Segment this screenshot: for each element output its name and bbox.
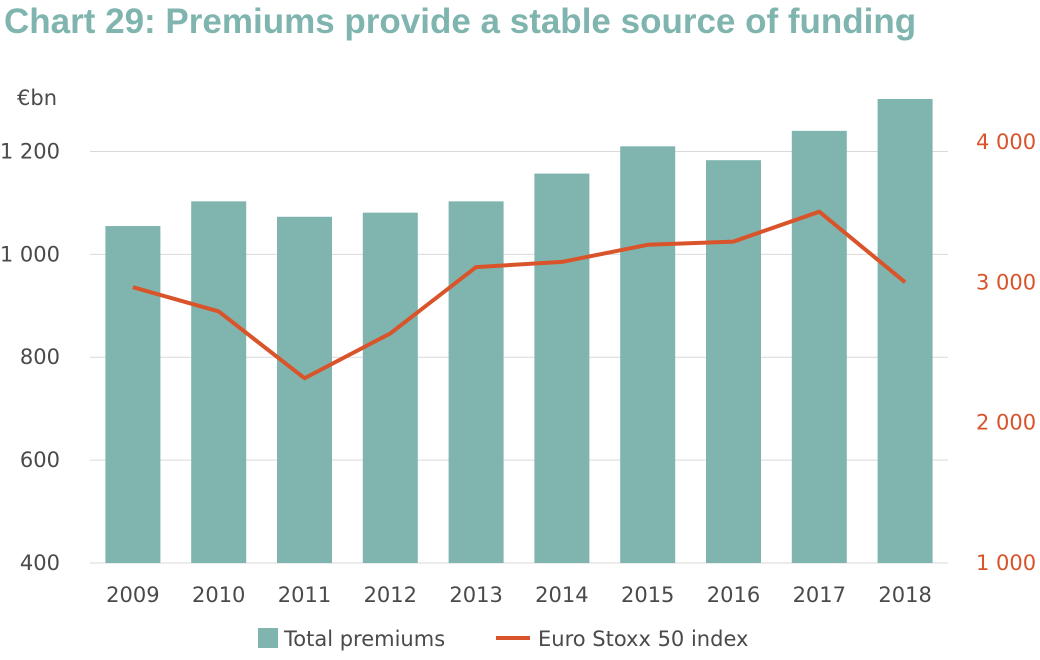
chart-title: Chart 29: Premiums provide a stable sour… [4,2,917,41]
bar-2016 [706,160,761,563]
x-tick-label: 2018 [878,583,931,607]
bar-2012 [362,212,418,563]
right-axis: 1 000 2 000 3 000 4 000 [976,130,1036,575]
bar-2011 [277,216,332,564]
right-tick-label: 4 000 [976,130,1036,154]
x-tick-label: 2017 [793,583,846,607]
legend: Total premiums Euro Stoxx 50 index [258,627,748,651]
x-tick-label: 2016 [707,583,760,607]
bar-2013 [448,201,504,563]
x-tick-label: 2010 [192,583,245,607]
bar-2014 [534,173,590,563]
left-axis-unit: €bn [17,86,57,110]
x-tick-label: 2013 [449,583,502,607]
bar-2009 [105,226,161,564]
legend-label-euro-stoxx: Euro Stoxx 50 index [538,627,748,651]
bar-2017 [791,130,847,563]
left-axis: €bn 400 600 800 1 000 1 200 [0,86,60,575]
x-tick-label: 2014 [535,583,588,607]
x-tick-label: 2012 [364,583,417,607]
x-tick-label: 2011 [278,583,331,607]
left-tick-label: 1 200 [0,139,60,163]
x-tick-label: 2009 [106,583,159,607]
right-tick-label: 3 000 [976,270,1036,294]
legend-swatch-total-premiums [258,628,278,648]
right-tick-label: 2 000 [976,411,1036,435]
left-tick-label: 800 [20,345,60,369]
line-euro-stoxx [132,209,907,381]
left-tick-label: 400 [20,551,60,575]
bar-2018 [877,98,933,564]
bar-2015 [620,146,676,564]
legend-label-total-premiums: Total premiums [283,627,445,651]
line-series [132,209,907,381]
x-tick-label: 2015 [621,583,674,607]
bars [105,98,933,564]
x-axis: 2009 2010 2011 2012 2013 2014 2015 2016 2017 2018 [106,583,932,607]
bar-2010 [191,201,247,563]
left-tick-label: 600 [20,448,60,472]
right-tick-label: 1 000 [976,551,1036,575]
left-tick-label: 1 000 [0,242,60,266]
